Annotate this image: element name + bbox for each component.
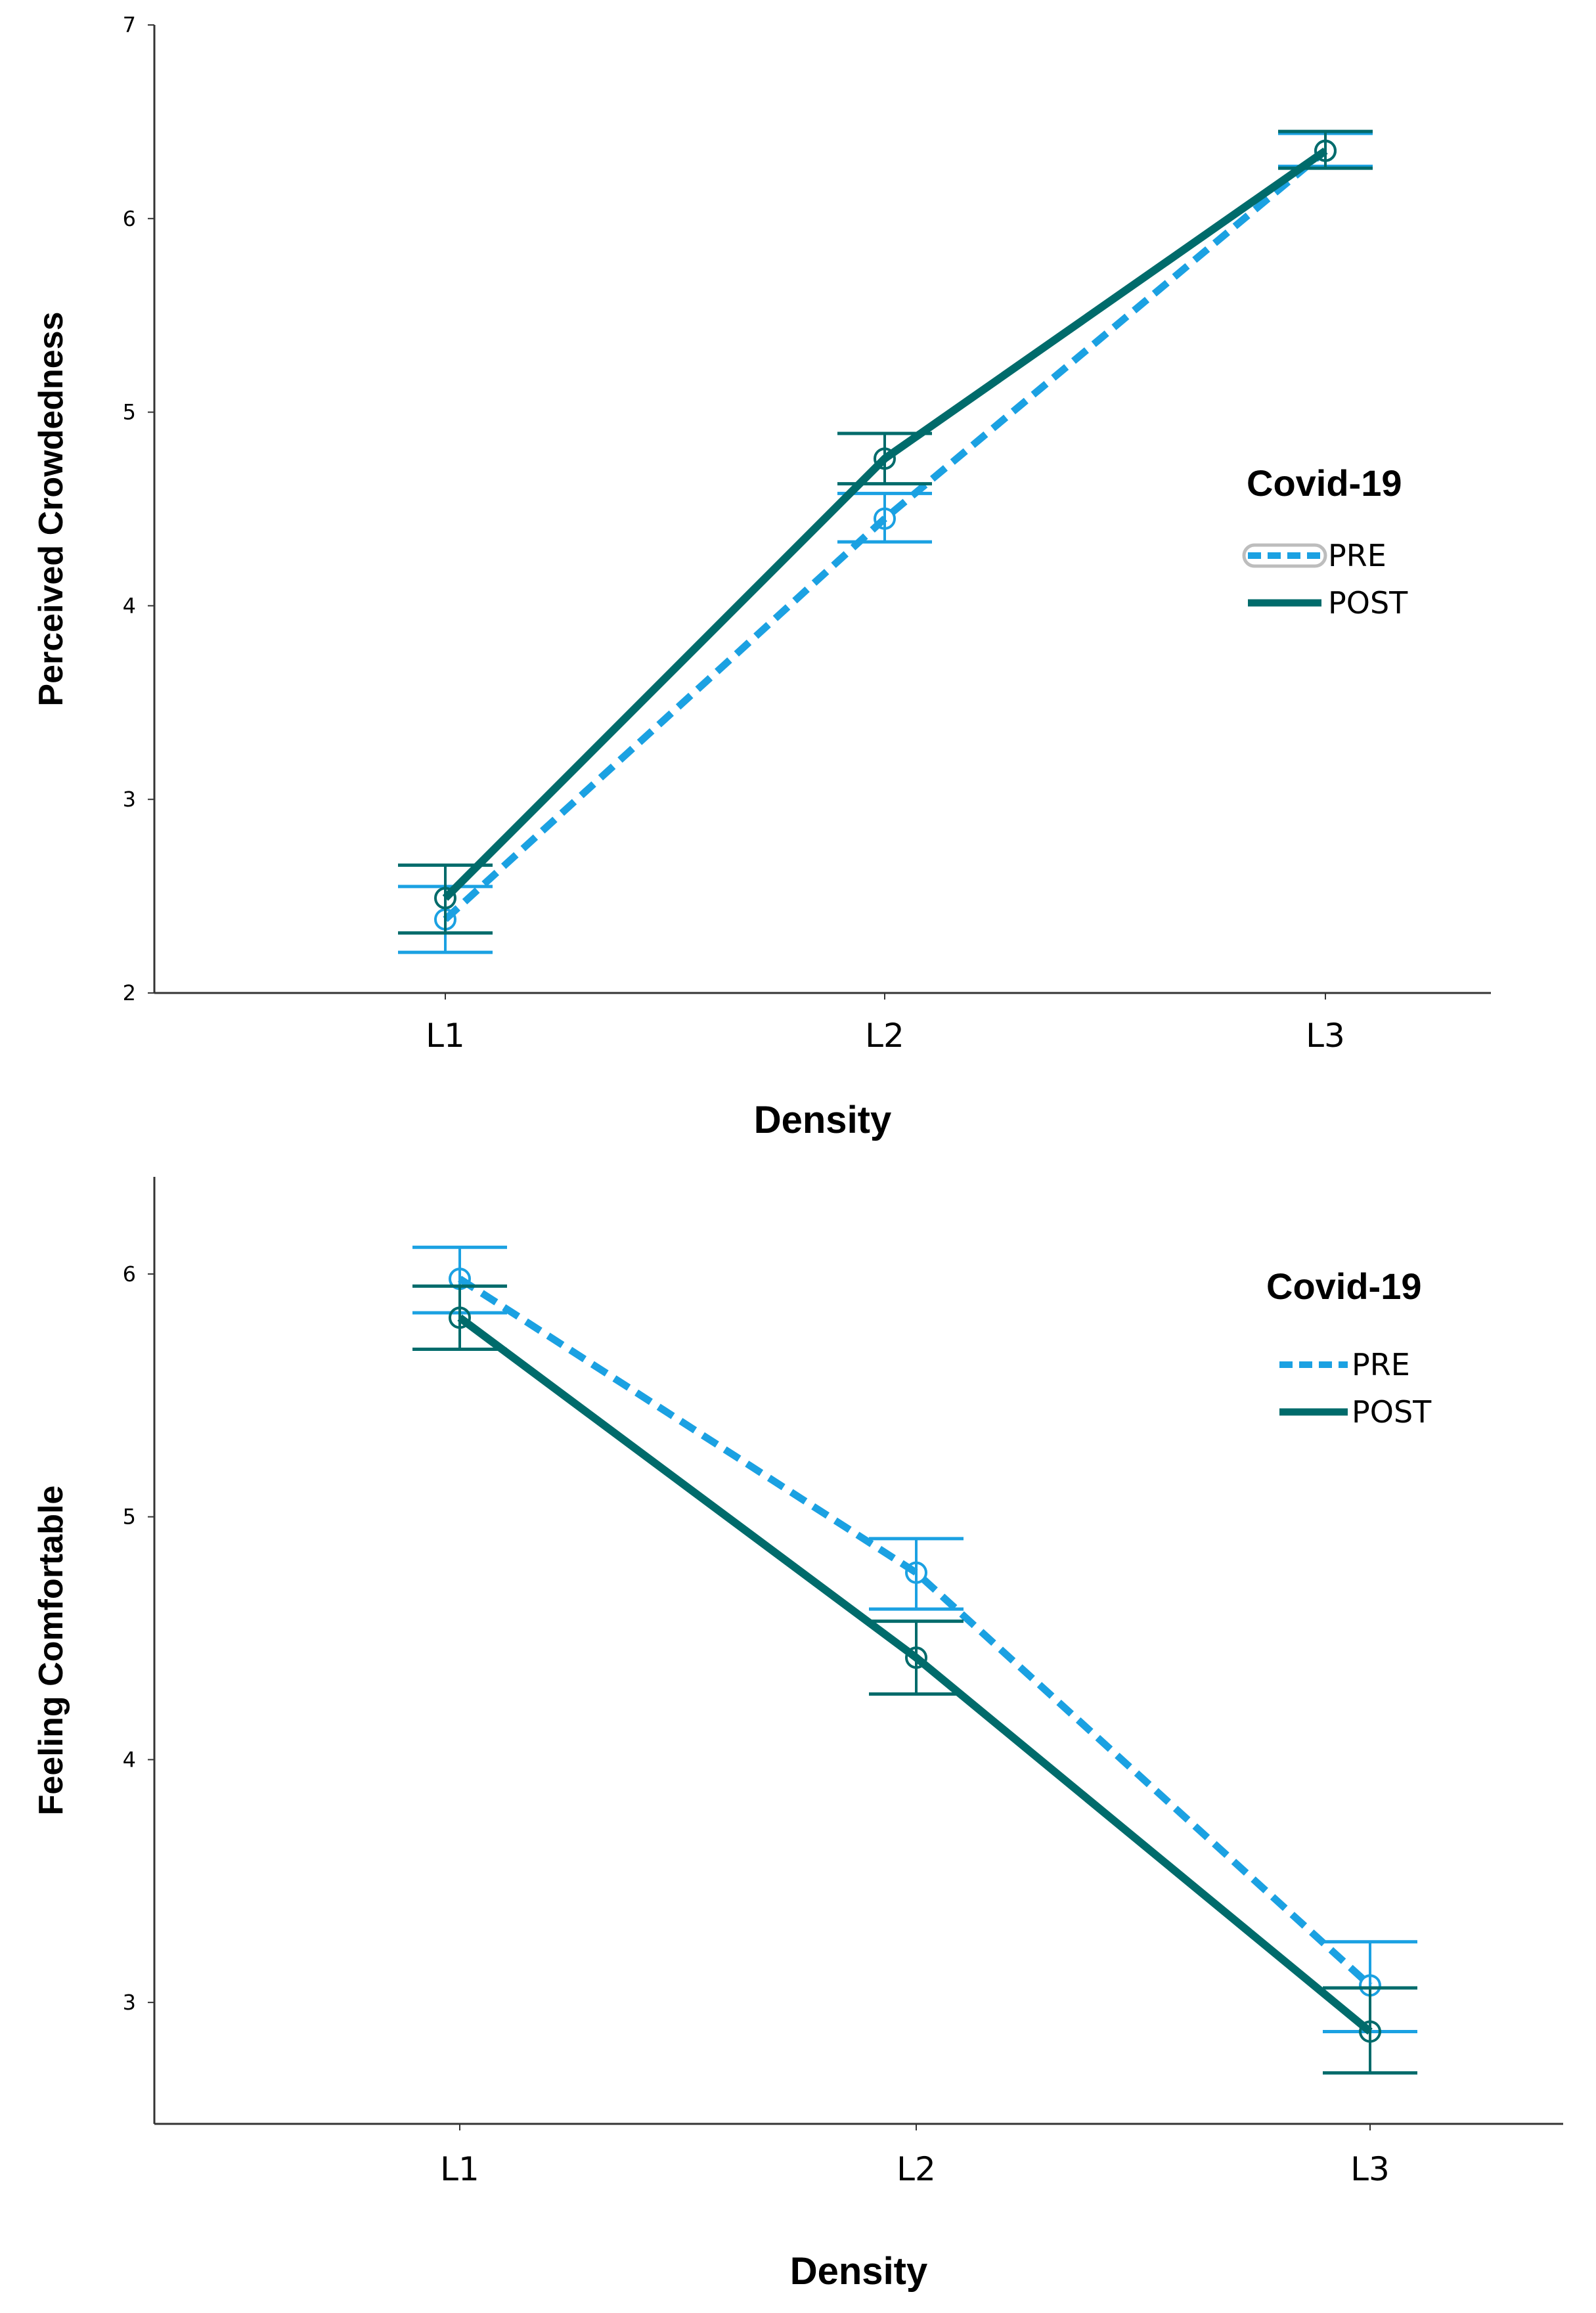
x-tick-label: L3 (1350, 2150, 1390, 2188)
x-tick-label: L2 (865, 1017, 904, 1055)
series-line-pre (458, 1275, 1373, 1989)
legend-label-pre: PRE (1352, 1347, 1410, 1382)
crowdedness-chart-panel: 2 3 4 5 6 7 L1 L2 L3 Density Perceived Crowdedness… (0, 0, 1596, 1156)
data-point-pre (905, 1561, 927, 1584)
x-axis-title: Density (754, 1099, 892, 1141)
x-tick-label: L1 (426, 1017, 465, 1055)
comfort-chart-panel: 3 4 5 6 L1 L2 L3 Density Feeling Comfortable Covi… (0, 1156, 1596, 2313)
legend-label-pre: PRE (1328, 538, 1386, 573)
legend-label-post: POST (1328, 585, 1408, 621)
y-tick-label: 4 (123, 1747, 136, 1772)
legend-title: Covid-19 (1247, 462, 1402, 504)
x-axis-title: Density (790, 2250, 928, 2293)
y-tick-label: 5 (123, 1505, 136, 1530)
y-tick-label: 5 (123, 400, 136, 425)
x-tick-label: L1 (440, 2150, 479, 2188)
x-tick-label: L3 (1306, 1017, 1345, 1055)
data-point-post (874, 447, 896, 470)
data-point-post (905, 1646, 927, 1669)
y-tick-label: 4 (123, 593, 136, 618)
y-axis-title: Perceived Crowdedness (32, 311, 70, 706)
data-point-post (1359, 2020, 1381, 2043)
data-point-post (1314, 139, 1337, 162)
y-axis-title: Feeling Comfortable (32, 1486, 70, 1816)
legend-title: Covid-19 (1266, 1266, 1422, 1307)
y-tick-label: 6 (123, 206, 136, 231)
y-tick-label: 6 (123, 1262, 136, 1287)
crowdedness-chart: 2 3 4 5 6 7 L1 L2 L3 Density Perceived Crowdedness… (32, 12, 1491, 1141)
y-tick-label: 7 (123, 12, 136, 37)
y-tick-label: 3 (123, 1990, 136, 2015)
y-tick-label: 3 (123, 787, 136, 812)
data-point-post (434, 887, 456, 910)
data-point-pre (874, 507, 896, 530)
legend-selection-outline (1242, 543, 1327, 568)
y-tick-label: 2 (123, 980, 136, 1005)
x-tick-label: L2 (897, 2150, 936, 2188)
comfort-chart: 3 4 5 6 L1 L2 L3 Density Feeling Comfortable Covi… (32, 1177, 1563, 2293)
data-point-post (449, 1306, 471, 1329)
legend-label-post: POST (1352, 1394, 1432, 1430)
